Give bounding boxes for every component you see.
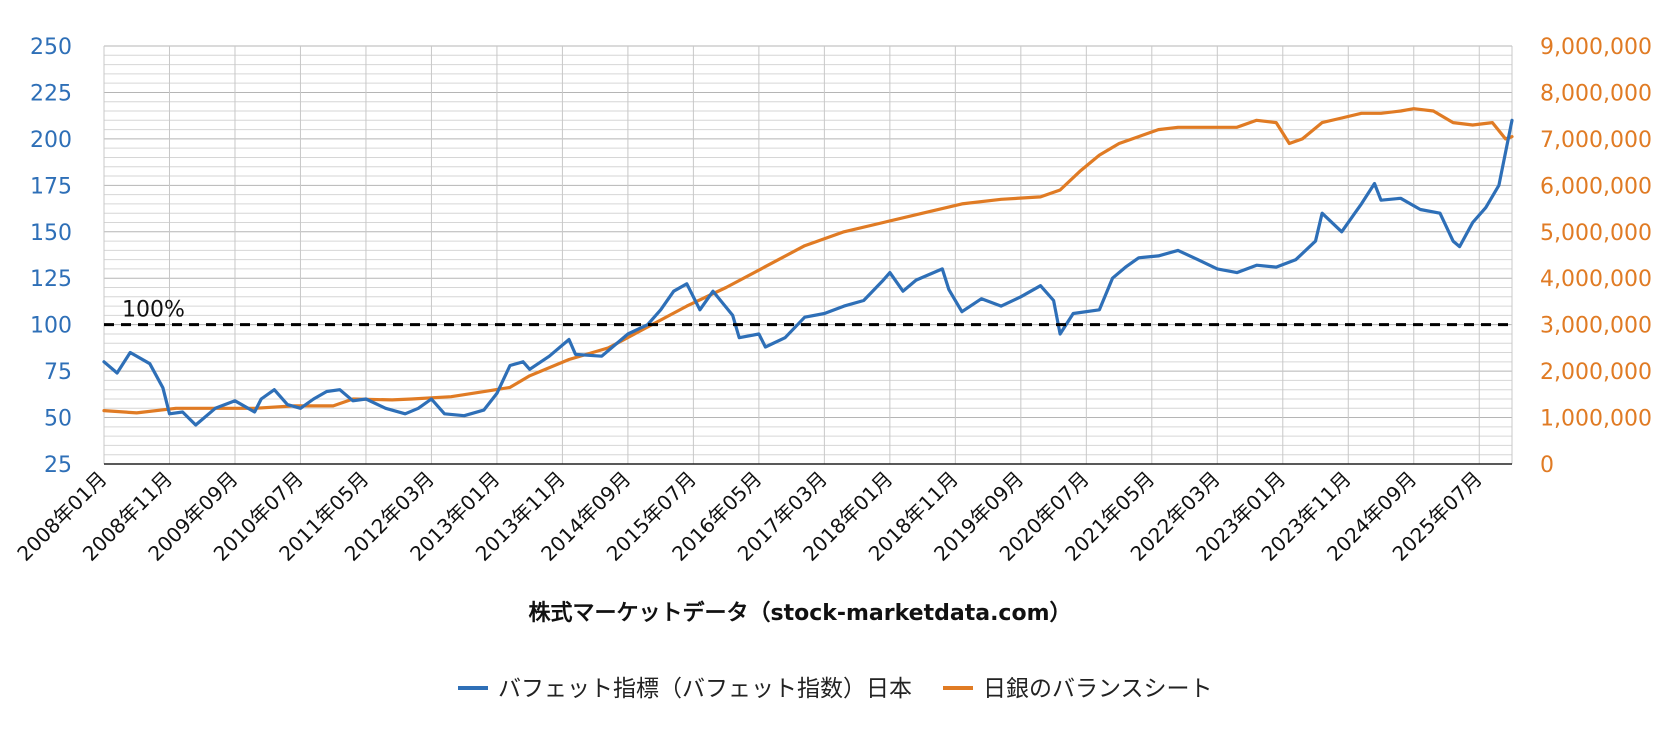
left-axis-ticks: 250 225 200 175 150 125 100 75 50 25 <box>30 35 72 478</box>
legend-label-boj: 日銀のバランスシート <box>983 676 1213 702</box>
left-axis-tick-label: 250 <box>30 35 72 60</box>
right-axis-tick-label: 0 <box>1540 453 1554 478</box>
grid-lines <box>103 45 1513 465</box>
left-axis-tick-label: 175 <box>30 174 72 199</box>
series-lines <box>102 107 1514 427</box>
x-axis-title: 株式マーケットデータ（stock-marketdata.com） <box>528 600 1071 626</box>
series-line-boj <box>102 107 1514 415</box>
right-axis-tick-label: 2,000,000 <box>1540 360 1652 385</box>
right-axis-tick-label: 6,000,000 <box>1540 174 1652 199</box>
right-axis-tick-label: 7,000,000 <box>1540 128 1652 153</box>
right-axis-tick-label: 3,000,000 <box>1540 314 1652 339</box>
left-axis-tick-label: 100 <box>30 314 72 339</box>
legend: バフェット指標（バフェット指数）日本 日銀のバランスシート <box>458 676 1213 702</box>
left-axis-tick-label: 125 <box>30 267 72 292</box>
legend-label-buffett: バフェット指標（バフェット指数）日本 <box>498 676 912 702</box>
left-axis-tick-label: 150 <box>30 221 72 246</box>
left-axis-tick-label: 225 <box>30 81 72 106</box>
left-axis-tick-label: 25 <box>44 453 72 478</box>
right-axis-tick-label: 8,000,000 <box>1540 81 1652 106</box>
series-line-buffett <box>102 118 1514 427</box>
left-axis-tick-label: 75 <box>44 360 72 385</box>
left-axis-tick-label: 50 <box>44 407 72 432</box>
right-axis-tick-label: 1,000,000 <box>1540 407 1652 432</box>
x-axis-ticks: 2008年01月2008年11月2009年09月2010年07月2011年05月… <box>12 467 1487 566</box>
right-axis-tick-label: 4,000,000 <box>1540 267 1652 292</box>
right-axis-tick-label: 9,000,000 <box>1540 35 1652 60</box>
right-axis-ticks: 9,000,000 8,000,000 7,000,000 6,000,000 5,00… <box>1540 35 1652 478</box>
reference-line-group: 100% <box>104 298 1512 327</box>
right-axis-tick-label: 5,000,000 <box>1540 221 1652 246</box>
reference-line-label: 100% <box>122 298 185 323</box>
left-axis-tick-label: 200 <box>30 128 72 153</box>
